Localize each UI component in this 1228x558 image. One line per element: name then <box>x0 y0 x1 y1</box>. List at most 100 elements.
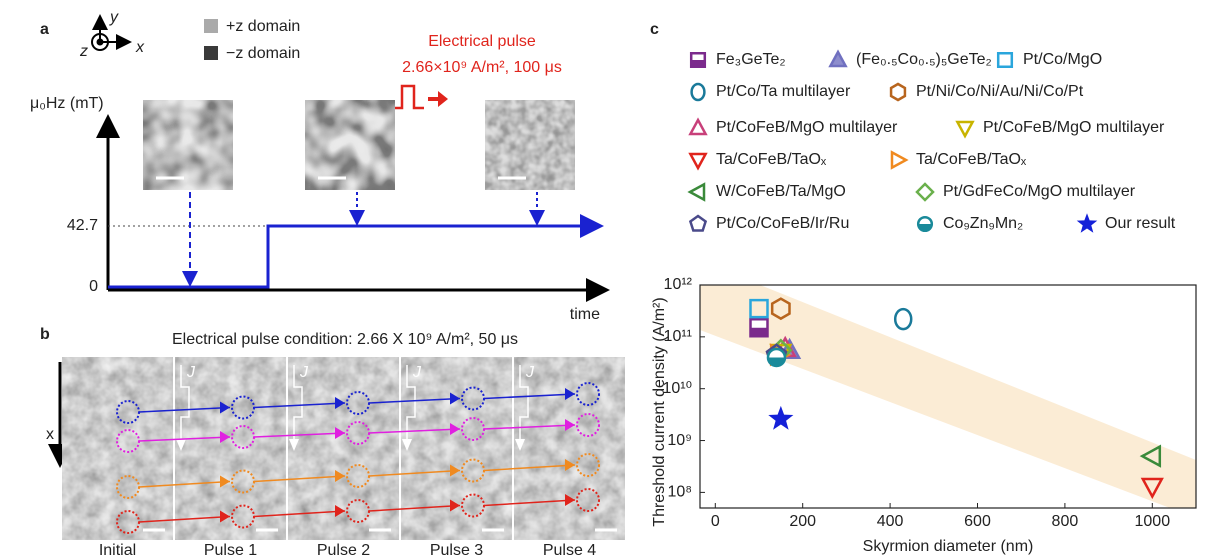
marker-fill <box>750 328 767 337</box>
marker-shape <box>830 52 845 66</box>
marker-fill <box>691 60 705 67</box>
marker-shape <box>690 154 705 168</box>
legend-marker <box>957 122 972 136</box>
pulse-symbol <box>392 86 424 108</box>
legend-marker <box>892 152 906 167</box>
figure: a b c y z x +z domain −z domain Electric… <box>0 0 1228 558</box>
legend-marker <box>690 154 705 168</box>
x-label: time <box>570 306 600 323</box>
field-step <box>108 226 598 287</box>
data-point <box>768 349 785 366</box>
y-tick-label: 10⁹ <box>667 432 692 449</box>
frame-image <box>288 357 399 540</box>
legend-text: +z domain <box>226 18 300 35</box>
legend-marker <box>691 53 705 67</box>
legend-label: Ta/CoFeB/TaOₓ <box>916 151 1027 168</box>
axis-letter: z <box>79 43 88 60</box>
x-tick-label: 800 <box>1052 513 1079 530</box>
legend-swatch <box>204 19 218 33</box>
legend-label: Pt/Co/CoFeB/Ir/Ru <box>716 215 849 232</box>
current-label: J <box>186 364 196 381</box>
legend-marker <box>998 53 1012 67</box>
page: a b c y z x +z domain −z domain Electric… <box>0 0 1228 558</box>
y-axis-label: Threshold current density (A/m²) <box>651 297 668 526</box>
legend-swatch <box>204 46 218 60</box>
legend-label: Co₉Zn₉Mn₂ <box>943 215 1023 232</box>
pulse-condition: 2.66×10⁹ A/m², 100 μs <box>402 59 562 76</box>
field-plot: 042.7 <box>67 192 600 295</box>
legend-label: Pt/GdFeCo/MgO multilayer <box>943 183 1136 200</box>
x-tick-label: 400 <box>877 513 904 530</box>
legend-label: Pt/CoFeB/MgO multilayer <box>716 119 898 136</box>
frame-label: Pulse 2 <box>317 542 370 558</box>
legend-marker <box>1077 213 1098 233</box>
axis-letter: x <box>135 39 145 56</box>
marker-shape <box>892 152 906 167</box>
trend-band <box>700 285 1196 508</box>
frame-image <box>175 357 286 540</box>
mfm-images <box>143 100 575 190</box>
x-tick-label: 600 <box>964 513 991 530</box>
legend: Fe₃GeTe₂ (Fe₀.₅Co₀.₅)₅GeTe₂ Pt/Co/MgO Pt/Co… <box>690 51 1176 233</box>
pulse-arrow <box>428 91 448 107</box>
legend-label: Our result <box>1105 215 1176 232</box>
marker-shape <box>957 122 972 136</box>
marker-shape <box>692 84 705 100</box>
frame-label: Pulse 3 <box>430 542 483 558</box>
marker-shape <box>917 184 933 200</box>
current-label: J <box>525 364 535 381</box>
pulse-sequence: InitialPulse 1JPulse 2JPulse 3JPulse 4J <box>62 357 625 558</box>
legend-marker <box>830 52 845 66</box>
panel-label: b <box>40 326 50 343</box>
y-label: μ₀Hz (mT) <box>30 95 104 112</box>
legend-marker <box>692 84 705 100</box>
data-point <box>768 406 793 430</box>
data-point <box>895 309 911 329</box>
legend-marker <box>690 216 705 230</box>
legend-label: Pt/Ni/Co/Ni/Au/Ni/Co/Pt <box>916 83 1084 100</box>
marker-shape <box>895 309 911 329</box>
marker-shape <box>891 84 905 100</box>
x-tick-label: 1000 <box>1135 513 1171 530</box>
legend-text: −z domain <box>226 45 300 62</box>
y-tick-label: 10¹² <box>664 276 693 293</box>
x-tick-label: 200 <box>789 513 816 530</box>
pulse-title: Electrical pulse <box>428 33 536 50</box>
legend-marker <box>891 84 905 100</box>
y-tick-label: 0 <box>89 278 98 295</box>
x-tick-label: 0 <box>711 513 720 530</box>
legend-marker <box>918 217 932 231</box>
frame-label: Initial <box>99 542 136 558</box>
panel-label: a <box>40 21 49 38</box>
legend-marker <box>690 120 705 134</box>
panel-label: c <box>650 21 659 38</box>
legend-label: Pt/CoFeB/MgO multilayer <box>983 119 1165 136</box>
y-tick-label: 10⁸ <box>667 484 692 501</box>
x-direction-label: x <box>46 426 54 443</box>
axis-letter: y <box>109 9 119 26</box>
current-label: J <box>412 364 422 381</box>
marker-shape <box>690 120 705 134</box>
marker-shape <box>1077 213 1098 233</box>
frame-image <box>401 357 512 540</box>
legend-label: Fe₃GeTe₂ <box>716 51 786 68</box>
panel-b-title: Electrical pulse condition: 2.66 X 10⁹ A… <box>172 331 518 348</box>
legend-marker <box>690 184 704 199</box>
legend-label: Pt/Co/MgO <box>1023 51 1102 68</box>
marker-shape <box>998 53 1012 67</box>
legend-label: Pt/Co/Ta multilayer <box>716 83 851 100</box>
frame-label: Pulse 1 <box>204 542 257 558</box>
frame-image <box>514 357 625 540</box>
legend-marker <box>917 184 933 200</box>
marker-shape <box>768 406 793 430</box>
legend-label: W/CoFeB/Ta/MgO <box>716 183 846 200</box>
data-point <box>750 319 767 336</box>
marker-shape <box>690 184 704 199</box>
y-tick-label: 42.7 <box>67 217 98 234</box>
legend-label: (Fe₀.₅Co₀.₅)₅GeTe₂ <box>856 51 992 68</box>
frame-label: Pulse 4 <box>543 542 596 558</box>
x-axis-label: Skyrmion diameter (nm) <box>863 538 1034 555</box>
frame-image <box>62 357 173 540</box>
marker-shape <box>690 216 705 230</box>
